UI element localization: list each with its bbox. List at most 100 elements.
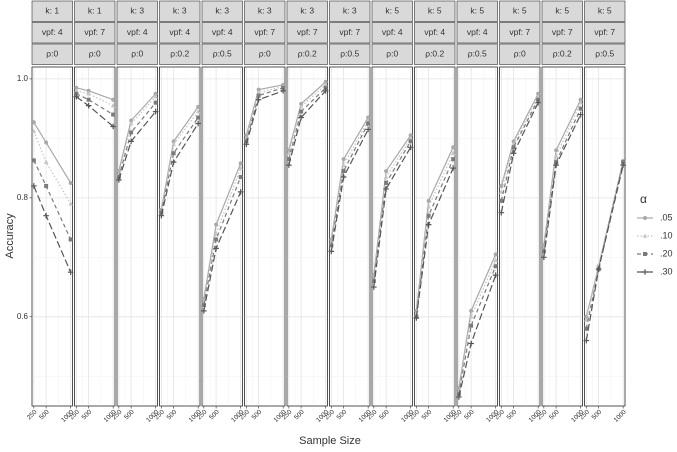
strip-label: ρ:0 — [514, 49, 526, 59]
panel-background — [74, 66, 116, 407]
point — [553, 153, 559, 158]
point — [31, 183, 37, 189]
point — [129, 130, 134, 135]
panel-background — [499, 66, 541, 407]
point — [383, 174, 389, 179]
series-line — [373, 146, 412, 288]
point — [153, 94, 158, 99]
point — [642, 233, 648, 238]
point — [86, 91, 91, 96]
x-tick-label: 500 — [378, 408, 391, 421]
point — [86, 88, 91, 93]
point — [426, 213, 431, 218]
point — [328, 248, 335, 255]
point — [498, 209, 505, 216]
point — [553, 162, 559, 168]
point — [554, 160, 559, 165]
strip-label: k: 3 — [215, 6, 229, 16]
point — [74, 85, 79, 90]
strip-label: k: 5 — [470, 6, 484, 16]
series-line — [543, 108, 582, 252]
panel-background — [414, 66, 456, 407]
point — [286, 157, 291, 162]
strip — [541, 0, 583, 22]
point — [214, 222, 219, 227]
point — [643, 216, 647, 220]
series-line — [288, 90, 327, 166]
x-tick-label: 500 — [123, 408, 136, 421]
point — [110, 103, 116, 108]
strip-label: vpf: 7 — [254, 27, 275, 37]
series-line — [33, 131, 72, 205]
panel-background — [31, 66, 73, 407]
point — [535, 99, 541, 106]
point — [74, 91, 79, 96]
point — [468, 340, 474, 347]
point — [499, 189, 504, 194]
point — [365, 126, 371, 133]
panel-background — [329, 66, 371, 407]
point — [510, 150, 517, 157]
y-axis-title: Accuracy — [4, 213, 16, 259]
strip-label: ρ:0 — [131, 49, 143, 59]
strip-label: vpf: 7 — [552, 27, 573, 37]
strip-label: vpf: 7 — [297, 27, 318, 37]
point — [299, 101, 304, 106]
point — [74, 88, 79, 93]
strip — [499, 22, 541, 44]
strip — [414, 43, 456, 65]
point — [578, 100, 583, 105]
point — [196, 115, 201, 120]
point — [426, 198, 431, 203]
strip — [329, 22, 371, 44]
panel-border — [371, 66, 413, 407]
legend-title: α — [640, 192, 647, 206]
point — [238, 165, 243, 170]
point — [201, 302, 206, 307]
point — [298, 114, 304, 121]
strip — [499, 43, 541, 65]
strip — [584, 22, 626, 44]
y-tick-label: 0.8 — [17, 193, 29, 202]
point — [511, 139, 516, 144]
point — [451, 157, 456, 162]
strip-label: k: 3 — [343, 6, 357, 16]
strip — [456, 0, 498, 22]
point — [341, 169, 346, 174]
strip — [414, 0, 456, 22]
y-tick-label: 0.6 — [17, 312, 29, 321]
point — [407, 144, 414, 151]
point — [255, 96, 262, 103]
strip-label: k: 5 — [598, 6, 612, 16]
point — [68, 201, 73, 206]
panel-background — [116, 66, 158, 407]
point — [213, 231, 219, 236]
strip-label: k: 5 — [555, 6, 569, 16]
strip-label: ρ:0 — [89, 49, 101, 59]
point — [158, 212, 165, 219]
panel-background — [541, 66, 583, 407]
panel-background — [286, 66, 328, 407]
strip-label: k: 3 — [300, 6, 314, 16]
point — [384, 180, 389, 185]
point — [366, 115, 371, 120]
point — [244, 139, 249, 144]
point — [541, 254, 547, 261]
strip-label: vpf: 4 — [424, 27, 445, 37]
point — [299, 109, 304, 114]
x-tick-label: 250 — [26, 408, 39, 421]
strip-label: vpf: 7 — [84, 27, 105, 37]
x-tick-label: 500 — [208, 408, 221, 421]
point — [408, 135, 413, 141]
x-tick-label: 500 — [591, 408, 604, 421]
strip-label: vpf: 4 — [42, 27, 63, 37]
strip-label: k: 3 — [258, 6, 272, 16]
point — [493, 257, 498, 262]
panel-background — [456, 66, 498, 407]
x-tick-label: 500 — [421, 408, 434, 421]
point — [541, 249, 546, 254]
point — [413, 315, 420, 321]
strip-label: ρ:0.5 — [595, 49, 614, 59]
point — [196, 104, 201, 109]
point — [31, 120, 36, 125]
